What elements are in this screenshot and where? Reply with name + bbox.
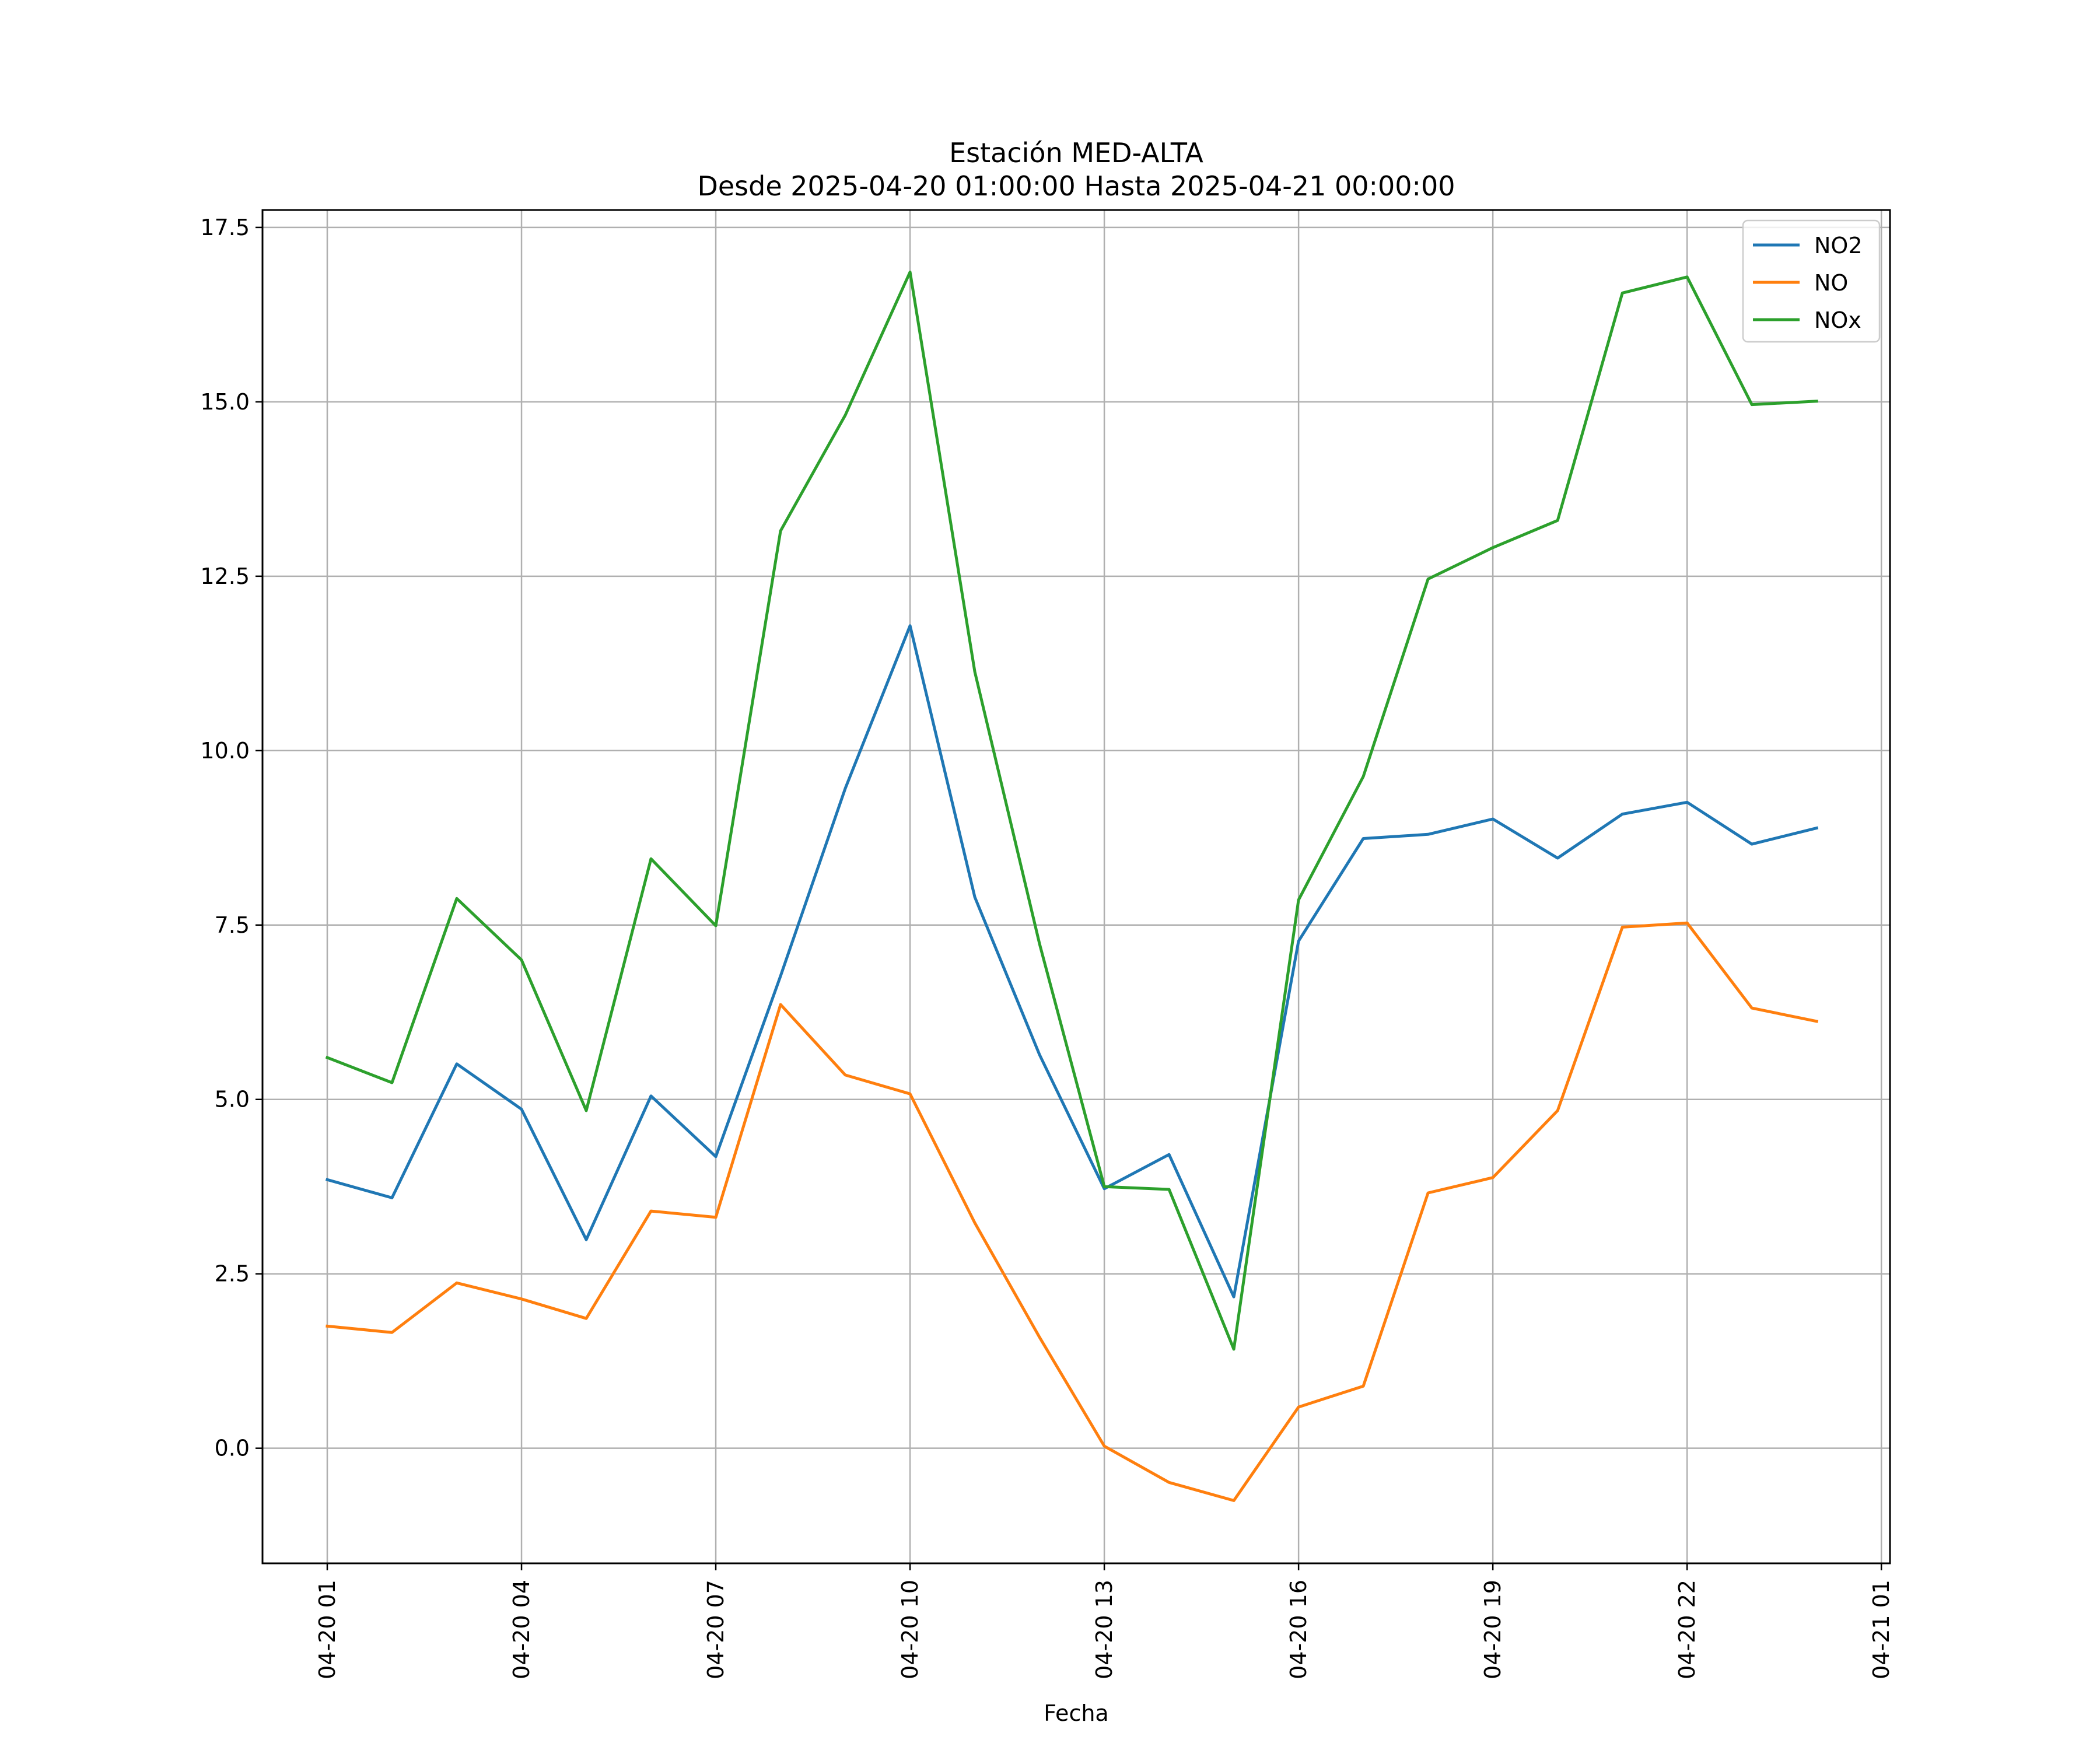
x-axis: 04-20 01 04-20 04 04-20 07 04-20 10 04-20 13…	[314, 1563, 1894, 1679]
y-tick-label: 10.0	[200, 738, 250, 764]
y-tick-label: 5.0	[215, 1087, 250, 1112]
legend-box	[1742, 219, 1881, 343]
chart-title: Estación MED-ALTA	[949, 137, 1203, 169]
series-line-nox	[325, 270, 1818, 1351]
legend-label-no: NO	[1814, 270, 1848, 296]
chart-subtitle: Desde 2025-04-20 01:00:00 Hasta 2025-04-…	[697, 170, 1455, 202]
x-tick-label: 04-20 10	[897, 1580, 923, 1679]
x-tick-label: 04-20 07	[703, 1580, 729, 1679]
y-tick-label: 7.5	[215, 912, 250, 938]
grid	[262, 210, 1890, 1563]
legend-label-nox: NOx	[1814, 307, 1861, 333]
series-lines	[325, 270, 1819, 1502]
legend-label-no2: NO2	[1814, 233, 1863, 258]
legend: NO2 NO NOx	[1742, 219, 1881, 343]
x-tick-label: 04-20 16	[1286, 1580, 1311, 1679]
y-axis: 0.0 2.5 5.0 7.5 10.0 12.5 15.0 17.5	[200, 215, 262, 1461]
series-line-no	[326, 921, 1819, 1502]
y-tick-label: 2.5	[215, 1261, 250, 1287]
y-tick-label: 12.5	[200, 564, 250, 589]
x-tick-label: 04-20 04	[509, 1580, 534, 1679]
x-tick-label: 04-20 01	[314, 1580, 340, 1679]
y-tick-label: 15.0	[200, 389, 250, 415]
x-axis-label: Fecha	[1044, 1700, 1108, 1726]
y-tick-label: 17.5	[200, 215, 250, 240]
x-tick-label: 04-20 19	[1480, 1580, 1506, 1679]
plot-frame	[261, 209, 1891, 1564]
x-tick-label: 04-21 01	[1868, 1580, 1894, 1679]
y-tick-label: 0.0	[215, 1436, 250, 1461]
series-line-no2	[325, 624, 1819, 1298]
x-tick-label: 04-20 22	[1674, 1580, 1700, 1679]
x-tick-label: 04-20 13	[1091, 1580, 1117, 1679]
